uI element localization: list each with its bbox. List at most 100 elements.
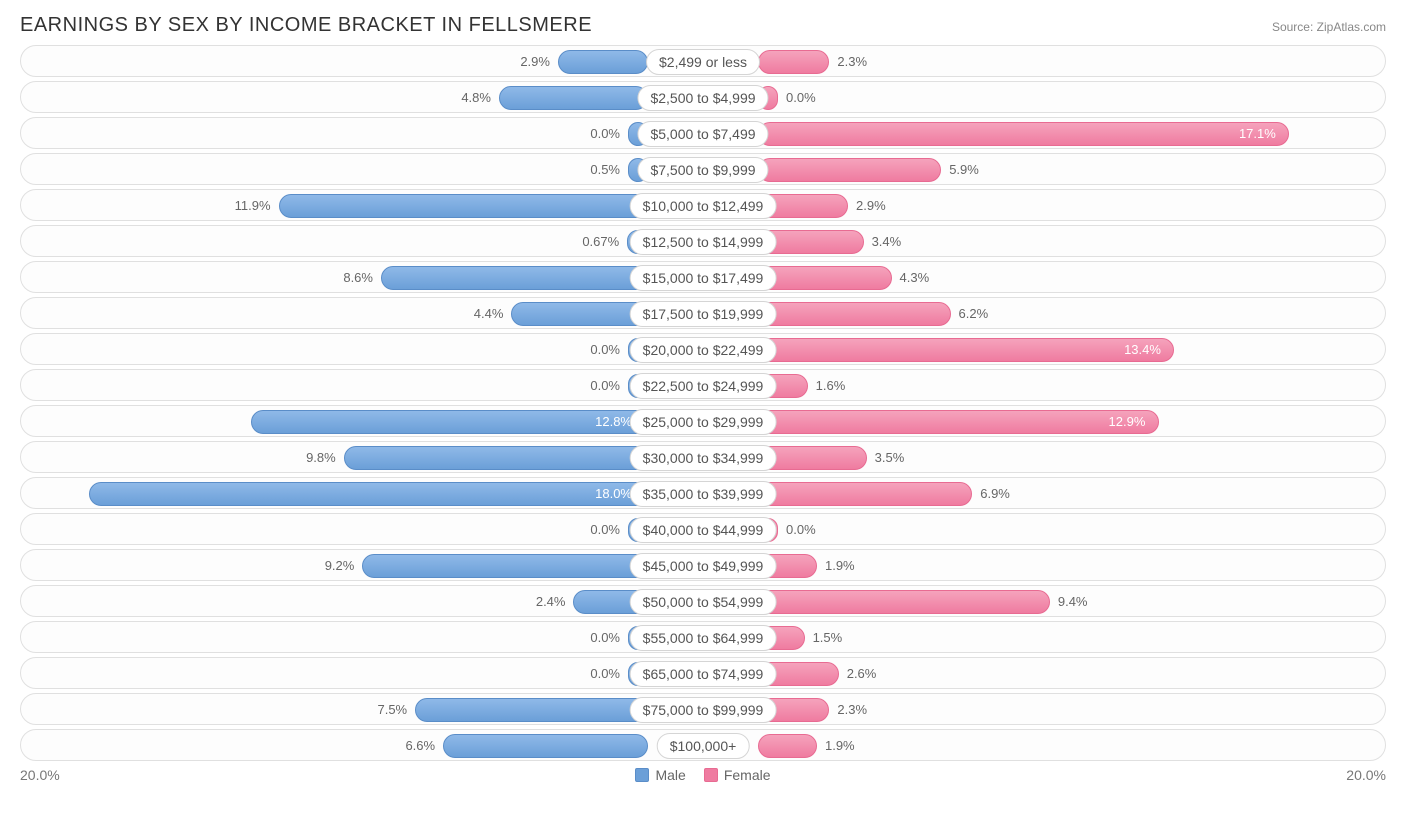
male-value: 6.6% (405, 730, 435, 761)
male-value: 0.0% (590, 334, 620, 365)
male-value: 8.6% (343, 262, 373, 293)
legend-male: Male (635, 767, 685, 783)
chart-row: $7,500 to $9,9990.5%5.9% (20, 153, 1386, 185)
male-bar (499, 86, 648, 110)
chart-row: $50,000 to $54,999 2.4% 9.4% (20, 585, 1386, 617)
male-bar (344, 446, 648, 470)
chart-title: EARNINGS BY SEX BY INCOME BRACKET IN FEL… (20, 14, 592, 37)
bracket-label: $45,000 to $49,999 (630, 553, 777, 579)
bracket-label: $25,000 to $29,999 (630, 409, 777, 435)
male-value: 7.5% (377, 694, 407, 725)
female-value: 6.2% (959, 298, 989, 329)
female-bar (758, 482, 972, 506)
chart-source: Source: ZipAtlas.com (1272, 20, 1386, 34)
bracket-label: $75,000 to $99,999 (630, 697, 777, 723)
male-value: 2.4% (536, 586, 566, 617)
chart-row: $5,000 to $7,499 0.0% 17.1% (20, 117, 1386, 149)
male-bar (279, 194, 648, 218)
legend: Male Female (635, 767, 770, 783)
bracket-label: $55,000 to $64,999 (630, 625, 777, 651)
bracket-label: $2,500 to $4,999 (637, 85, 768, 111)
male-value: 9.2% (325, 550, 355, 581)
chart-row: $55,000 to $64,9990.0%1.5% (20, 621, 1386, 653)
chart-row: $20,000 to $22,499 0.0% 13.4% (20, 333, 1386, 365)
male-value: 0.0% (590, 370, 620, 401)
chart-row: $40,000 to $44,9990.0%0.0% (20, 513, 1386, 545)
chart-row: $45,000 to $49,999 9.2% 1.9% (20, 549, 1386, 581)
male-value: 4.4% (474, 298, 504, 329)
male-value: 4.8% (461, 82, 491, 113)
female-value: 12.9% (1099, 406, 1156, 437)
female-value: 17.1% (1229, 118, 1286, 149)
chart-row: $10,000 to $12,499 11.9% 2.9% (20, 189, 1386, 221)
bracket-label: $40,000 to $44,999 (630, 517, 777, 543)
chart-row: $65,000 to $74,999 0.0% 2.6% (20, 657, 1386, 689)
bracket-label: $22,500 to $24,999 (630, 373, 777, 399)
male-bar (415, 698, 648, 722)
legend-female: Female (704, 767, 771, 783)
axis-right-max: 20.0% (1346, 767, 1386, 783)
female-value: 0.0% (786, 82, 816, 113)
male-bar (443, 734, 648, 758)
legend-female-label: Female (724, 767, 771, 783)
female-bar (758, 50, 829, 74)
chart-row: $17,500 to $19,999 4.4% 6.2% (20, 297, 1386, 329)
male-bar (89, 482, 648, 506)
female-bar (758, 734, 817, 758)
male-bar (511, 302, 648, 326)
female-value: 9.4% (1058, 586, 1088, 617)
bracket-label: $30,000 to $34,999 (630, 445, 777, 471)
bracket-label: $12,500 to $14,999 (630, 229, 777, 255)
bracket-label: $65,000 to $74,999 (630, 661, 777, 687)
male-value: 9.8% (306, 442, 336, 473)
female-bar (758, 590, 1050, 614)
female-value: 5.9% (949, 154, 979, 185)
male-swatch (635, 768, 649, 782)
female-value: 1.9% (825, 730, 855, 761)
bracket-label: $50,000 to $54,999 (630, 589, 777, 615)
bracket-label: $17,500 to $19,999 (630, 301, 777, 327)
female-bar (758, 266, 892, 290)
male-bar (558, 50, 648, 74)
bracket-label: $15,000 to $17,499 (630, 265, 777, 291)
female-swatch (704, 768, 718, 782)
bracket-label: $10,000 to $12,499 (630, 193, 777, 219)
diverging-bar-chart: $2,499 or less 2.9% 2.3% $2,500 to $4,999 4.… (20, 45, 1386, 761)
chart-row: $22,500 to $24,999 0.0% 1.6% (20, 369, 1386, 401)
male-bar (381, 266, 648, 290)
chart-footer: 20.0% Male Female 20.0% (20, 767, 1386, 783)
female-value: 3.4% (872, 226, 902, 257)
female-value: 4.3% (900, 262, 930, 293)
chart-row: $2,500 to $4,999 4.8% 0.0% (20, 81, 1386, 113)
male-value: 0.0% (590, 118, 620, 149)
male-value: 0.0% (590, 658, 620, 689)
bracket-label: $20,000 to $22,499 (630, 337, 777, 363)
chart-row: $30,000 to $34,999 9.8% 3.5% (20, 441, 1386, 473)
bracket-label: $2,499 or less (646, 49, 760, 75)
female-bar (758, 302, 951, 326)
male-value: 0.67% (582, 226, 619, 257)
female-value: 2.9% (856, 190, 886, 221)
male-value: 11.9% (235, 190, 271, 221)
female-value: 2.3% (837, 46, 867, 77)
axis-left-max: 20.0% (20, 767, 60, 783)
female-value: 1.9% (825, 550, 855, 581)
male-bar (362, 554, 648, 578)
male-value: 2.9% (520, 46, 550, 77)
female-value: 1.6% (816, 370, 846, 401)
chart-row: $100,000+6.6%1.9% (20, 729, 1386, 761)
chart-row: $35,000 to $39,99918.0%6.9% (20, 477, 1386, 509)
chart-row: $12,500 to $14,999 0.67% 3.4% (20, 225, 1386, 257)
female-bar (758, 122, 1289, 146)
female-value: 0.0% (786, 514, 816, 545)
chart-row: $2,499 or less 2.9% 2.3% (20, 45, 1386, 77)
female-value: 2.6% (847, 658, 877, 689)
female-bar (758, 338, 1174, 362)
chart-row: $25,000 to $29,99912.8%12.9% (20, 405, 1386, 437)
female-value: 6.9% (980, 478, 1010, 509)
female-value: 3.5% (875, 442, 905, 473)
female-value: 13.4% (1114, 334, 1171, 365)
legend-male-label: Male (655, 767, 685, 783)
male-value: 0.5% (590, 154, 620, 185)
bracket-label: $5,000 to $7,499 (637, 121, 768, 147)
